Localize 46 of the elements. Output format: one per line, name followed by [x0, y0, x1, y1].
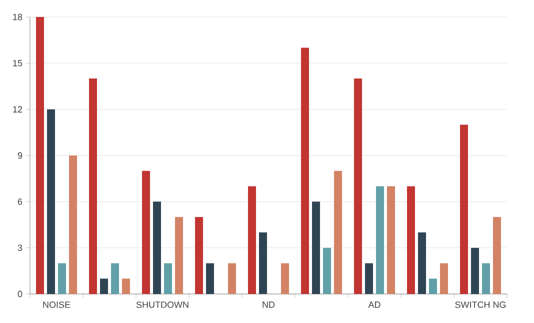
- x-tick-label: SWITCH NG: [455, 302, 506, 308]
- bar: [323, 248, 331, 294]
- bar: [259, 232, 268, 294]
- bar: [418, 232, 426, 294]
- bar: [111, 263, 120, 294]
- bar: [206, 263, 214, 294]
- bar: [376, 186, 384, 294]
- y-tick-label: 12: [13, 106, 22, 112]
- bar: [36, 16, 44, 294]
- bar: [47, 109, 56, 294]
- bar: [281, 263, 290, 294]
- bar: [248, 186, 256, 294]
- bar: [195, 217, 204, 294]
- bar: [387, 186, 395, 294]
- bar: [164, 263, 172, 294]
- bar: [334, 170, 342, 294]
- bar: [429, 278, 437, 294]
- bar: [142, 170, 150, 294]
- bar: [100, 278, 108, 294]
- bar: [440, 263, 448, 294]
- bar: [407, 186, 415, 294]
- y-tick-label: 9: [18, 152, 22, 159]
- bar: [89, 78, 98, 294]
- bar: [493, 217, 501, 294]
- x-tick-label: ND: [262, 302, 275, 308]
- bar: [365, 263, 373, 294]
- y-tick-label: 3: [18, 244, 22, 252]
- bar: [228, 263, 236, 294]
- y-tick-label: 18: [13, 14, 22, 20]
- y-tick-label: 6: [18, 198, 22, 205]
- bar: [482, 263, 490, 294]
- bar: [471, 248, 479, 294]
- bar: [460, 124, 468, 294]
- bar: [153, 202, 162, 294]
- bar: [312, 202, 320, 294]
- y-tick-label: 15: [13, 60, 22, 66]
- bar: [301, 48, 310, 294]
- bar: [58, 263, 66, 294]
- y-tick-label: 0: [18, 290, 22, 298]
- x-tick-label: NOISE: [43, 302, 70, 308]
- bar: [69, 155, 78, 294]
- bar: [354, 78, 362, 294]
- x-tick-label: AD: [368, 302, 380, 308]
- bar: [122, 278, 130, 294]
- x-tick-label: SHUTDOWN: [136, 302, 188, 308]
- bar: [175, 217, 184, 294]
